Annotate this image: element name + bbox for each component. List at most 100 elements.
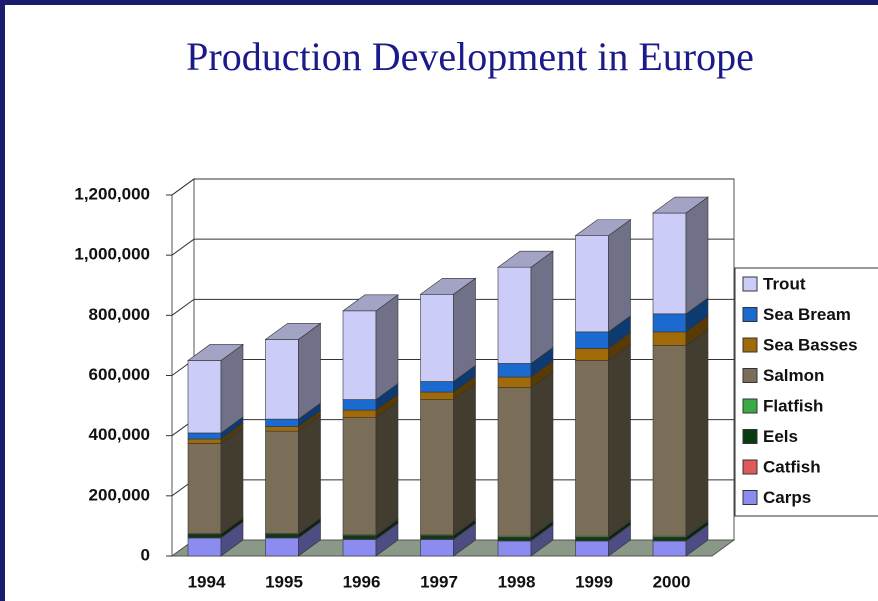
- bar-segment: [420, 381, 454, 393]
- bar-segment: [265, 537, 299, 557]
- bar-segment: [265, 426, 299, 432]
- bar-top: [187, 344, 244, 361]
- bar-side: [298, 414, 321, 535]
- chart-title: Production Development in Europe: [186, 34, 754, 79]
- bar-side: [453, 277, 476, 383]
- legend-label: Sea Basses: [763, 335, 858, 354]
- x-tick-label: 1997: [420, 572, 458, 591]
- bar-side: [220, 426, 244, 535]
- bar-side: [453, 382, 476, 536]
- bar-side: [608, 343, 631, 537]
- bar-segment: [342, 310, 377, 400]
- bar-segment: [497, 540, 532, 557]
- bar-side: [608, 219, 631, 333]
- legend-label: Salmon: [763, 366, 824, 385]
- x-tick-label: 1995: [265, 572, 303, 591]
- y-tick-label: 200,000: [89, 485, 150, 504]
- bar-segment: [497, 266, 532, 364]
- bar-segment: [420, 293, 454, 382]
- legend-box: [734, 267, 878, 517]
- y-tick-label: 800,000: [89, 305, 150, 324]
- y-tick-label: 1,200,000: [74, 184, 150, 203]
- bar-side: [685, 196, 709, 315]
- legend-swatch: [742, 398, 758, 414]
- bar-segment: [497, 537, 532, 541]
- bar-side: [530, 370, 554, 537]
- bar-segment: [342, 399, 377, 411]
- x-tick-label: 1999: [575, 572, 613, 591]
- bar-segment: [187, 438, 222, 444]
- x-tick-label: 1994: [188, 572, 226, 591]
- bar-segment: [575, 348, 609, 361]
- legend-swatch: [742, 368, 758, 383]
- legend-swatch: [742, 490, 758, 505]
- bar-segment: [575, 235, 609, 333]
- bar-segment: [187, 432, 222, 440]
- bar-side: [530, 250, 554, 365]
- legend-label: Catfish: [763, 457, 821, 476]
- legend-label: Sea Bream: [763, 305, 851, 324]
- bar-segment: [342, 409, 377, 418]
- legend-swatch: [742, 307, 758, 322]
- frame-left: [0, 0, 5, 601]
- bar-segment: [497, 363, 532, 378]
- bar-segment: [652, 331, 687, 346]
- bar-side: [685, 328, 709, 537]
- bar-top: [264, 323, 322, 340]
- bar-segment: [265, 430, 299, 534]
- bar-top: [574, 219, 632, 236]
- bar-segment: [342, 539, 377, 557]
- bar-segment: [497, 387, 532, 537]
- x-tick-label: 1996: [343, 572, 381, 591]
- bar-segment: [187, 443, 222, 535]
- bar-segment: [187, 537, 222, 557]
- bar-segment: [187, 534, 222, 538]
- y-tick-label: 1,000,000: [74, 245, 150, 264]
- x-tick-label: 1998: [498, 572, 536, 591]
- bar-side: [375, 401, 399, 536]
- bar-segment: [652, 537, 687, 541]
- grid-line: [171, 298, 734, 316]
- bar-segment: [575, 540, 609, 557]
- legend-swatch: [742, 337, 758, 353]
- bar-segment: [420, 539, 454, 557]
- bar-side: [298, 322, 321, 420]
- bar-segment: [187, 360, 222, 434]
- bar-top: [497, 250, 554, 268]
- bar-segment: [497, 376, 532, 388]
- bar-segment: [575, 360, 609, 537]
- bar-segment: [265, 339, 299, 420]
- bar-top: [342, 294, 399, 312]
- y-tick-label: 400,000: [89, 425, 150, 444]
- bar-top: [419, 277, 477, 295]
- bar-side: [375, 294, 399, 401]
- bar-segment: [575, 537, 609, 541]
- bar-segment: [420, 399, 454, 536]
- frame-top: [0, 0, 878, 5]
- bar-segment: [575, 331, 609, 349]
- legend-swatch: [742, 459, 758, 475]
- legend-label: Trout: [763, 274, 806, 293]
- bar-segment: [265, 534, 299, 538]
- bar-segment: [652, 212, 687, 315]
- bar-segment: [652, 540, 687, 557]
- legend-label: Eels: [763, 427, 798, 446]
- bar-segment: [342, 417, 377, 536]
- legend-label: Carps: [763, 488, 811, 507]
- legend-swatch: [742, 276, 758, 292]
- y-tick-label: 0: [141, 545, 150, 564]
- bar-top: [652, 196, 709, 214]
- grid-line: [171, 238, 734, 256]
- bar-segment: [652, 313, 687, 333]
- bar-segment: [265, 418, 299, 427]
- bar-segment: [420, 535, 454, 540]
- y-tick-label: 600,000: [89, 365, 150, 384]
- x-tick-label: 2000: [653, 572, 691, 591]
- grid-line: [171, 178, 734, 196]
- bar-segment: [342, 535, 377, 540]
- legend-label: Flatfish: [763, 396, 823, 415]
- legend-swatch: [742, 429, 758, 444]
- bar-segment: [652, 345, 687, 537]
